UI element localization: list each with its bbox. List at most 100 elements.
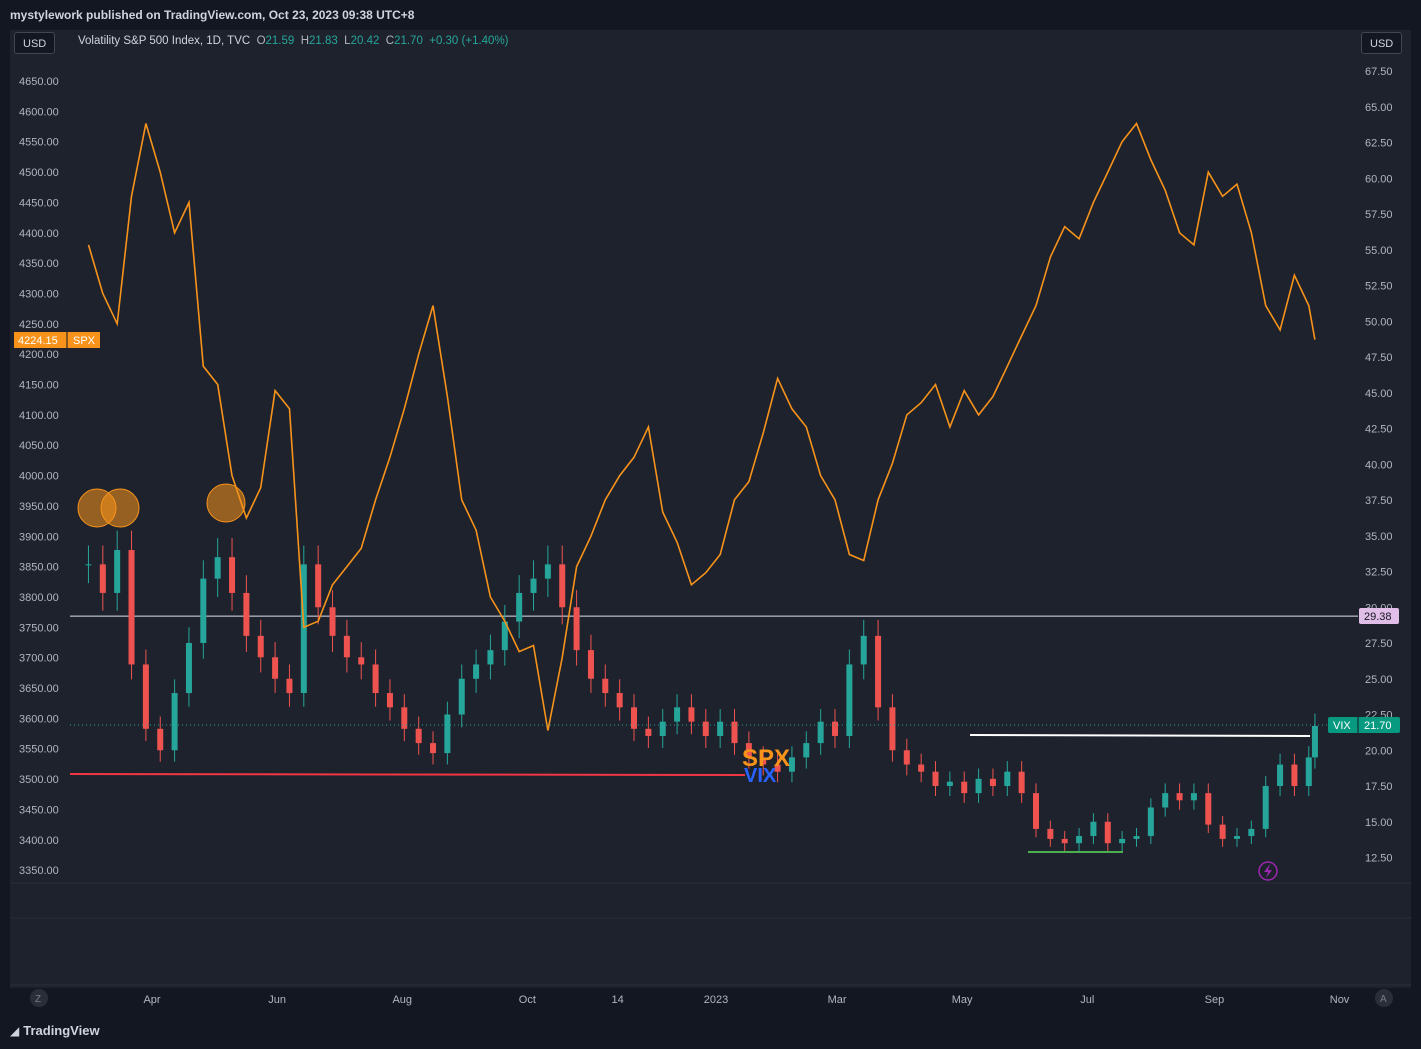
time-tick-label: May xyxy=(952,994,973,1006)
vix-candle-body xyxy=(573,607,580,651)
time-tick-label: Oct xyxy=(519,994,536,1006)
vix-candle-body xyxy=(559,564,566,608)
right-currency-button[interactable]: USD xyxy=(1361,32,1403,54)
vix-candle-body xyxy=(889,707,896,751)
right-tick-label: 42.50 xyxy=(1365,424,1393,436)
left-currency-button[interactable]: USD xyxy=(14,32,56,54)
vix-candle-body xyxy=(1119,838,1126,844)
left-tick-label: 4200.00 xyxy=(19,349,59,361)
vix-candle-body xyxy=(602,678,609,694)
right-tick-label: 12.50 xyxy=(1365,853,1393,865)
support-trendline-red[interactable] xyxy=(69,773,746,776)
time-tick-label: Jul xyxy=(1080,994,1094,1006)
time-tick-label: Aug xyxy=(392,994,412,1006)
left-tick-label: 3600.00 xyxy=(19,713,59,725)
spx-price-label: 4224.15 xyxy=(18,335,58,347)
vix-candle-body xyxy=(946,781,953,786)
vix-candle-body xyxy=(1133,836,1140,839)
right-tick-label: 62.50 xyxy=(1365,138,1393,150)
vix-candles xyxy=(85,530,1318,851)
vix-candle-body xyxy=(645,728,652,736)
vix-candle-body xyxy=(674,707,681,722)
vix-candle-body xyxy=(85,564,92,566)
vix-candle-body xyxy=(272,657,279,679)
legend-close-label: C xyxy=(385,35,395,47)
legend-open: 21.59 xyxy=(265,35,295,47)
time-tick-label: 2023 xyxy=(704,994,728,1006)
vix-candle-body xyxy=(1033,793,1039,829)
time-tick-label: Mar xyxy=(828,994,847,1006)
right-tick-label: 67.50 xyxy=(1365,66,1393,78)
vix-candle-body xyxy=(329,607,336,636)
vix-candle-body xyxy=(587,650,594,679)
time-tick-label: 14 xyxy=(611,994,623,1006)
left-tick-label: 4550.00 xyxy=(19,137,59,149)
vix-candle-body xyxy=(99,564,106,593)
highlight-circle[interactable] xyxy=(100,488,140,528)
footer-bar: ◢ TradingView xyxy=(0,1015,1421,1049)
vix-candle-body xyxy=(1061,838,1068,844)
vix-candle-body xyxy=(1147,807,1154,837)
zoom-right-button[interactable]: A xyxy=(1375,989,1393,1007)
vix-text-annotation[interactable]: VIX xyxy=(744,765,777,787)
vix-candle-body xyxy=(444,714,451,754)
vix-candle-body xyxy=(788,757,795,772)
vix-candle-body xyxy=(501,621,508,651)
right-tick-label: 50.00 xyxy=(1365,316,1393,328)
vix-candle-body xyxy=(1176,793,1183,801)
vix-candle-body xyxy=(875,635,882,708)
right-tick-label: 40.00 xyxy=(1365,459,1393,471)
left-tick-label: 3850.00 xyxy=(19,562,59,574)
zoom-left-button[interactable]: Z xyxy=(30,989,48,1007)
time-tick-label: Apr xyxy=(143,994,160,1006)
vix-candle-body xyxy=(975,778,982,794)
publish-header: mystylework published on TradingView.com… xyxy=(0,0,1421,30)
left-tick-label: 3700.00 xyxy=(19,653,59,665)
vix-candle-body xyxy=(185,643,192,694)
spx-text-annotation[interactable]: SPX xyxy=(742,745,790,772)
left-tick-label: 4150.00 xyxy=(19,380,59,392)
vix-candle-body xyxy=(1190,793,1197,801)
vix-candle-body xyxy=(430,743,437,754)
vix-candle-body xyxy=(415,728,422,744)
reference-level-label: 29.38 xyxy=(1364,611,1392,623)
legend-close: 21.70 xyxy=(394,35,423,47)
vix-candle-body xyxy=(315,564,322,608)
vix-candle-body xyxy=(1262,786,1269,829)
vix-candle-body xyxy=(932,771,939,786)
spx-line-series xyxy=(87,121,1316,731)
publish-info: mystylework published on TradingView.com… xyxy=(10,8,415,22)
vix-candle-body xyxy=(918,764,925,772)
vix-candle-body xyxy=(1311,725,1318,758)
resistance-trendline-white[interactable] xyxy=(969,734,1311,737)
right-tick-label: 20.00 xyxy=(1365,745,1393,757)
legend-low-label: L xyxy=(344,35,351,47)
vix-candle-body xyxy=(142,664,149,729)
left-tick-label: 3400.00 xyxy=(19,835,59,847)
vix-candle-body xyxy=(1162,793,1169,808)
vix-candle-body xyxy=(530,578,537,593)
lightning-alert-icon[interactable] xyxy=(1258,861,1278,881)
vix-price-label: 21.70 xyxy=(1364,720,1392,732)
vix-candle-body xyxy=(544,564,551,579)
left-tick-label: 4250.00 xyxy=(19,319,59,331)
legend-high: 21.83 xyxy=(309,35,338,47)
highlight-circle[interactable] xyxy=(206,483,246,523)
legend-symbol[interactable]: Volatility S&P 500 Index, 1D, TVC xyxy=(78,35,251,47)
right-tick-label: 37.50 xyxy=(1365,495,1393,507)
vix-candle-body xyxy=(731,721,738,744)
spx-price-label-bg xyxy=(14,332,100,348)
svg-text:A: A xyxy=(1380,994,1387,1005)
vix-candle-body xyxy=(487,650,494,665)
tradingview-brand[interactable]: ◢ TradingView xyxy=(10,1023,100,1038)
vix-price-label-bg xyxy=(1328,717,1400,733)
left-tick-label: 4650.00 xyxy=(19,76,59,88)
right-price-axis: 67.50 65.00 62.50 60.00 57.50 55.00 52.50 50.00… xyxy=(1365,66,1393,865)
brand-text: TradingView xyxy=(23,1023,100,1038)
vix-symbol-label: VIX xyxy=(1333,720,1351,732)
legend-high-label: H xyxy=(300,35,309,47)
left-tick-label: 3500.00 xyxy=(19,774,59,786)
vix-candle-body xyxy=(516,592,523,622)
left-tick-label: 3950.00 xyxy=(19,501,59,513)
